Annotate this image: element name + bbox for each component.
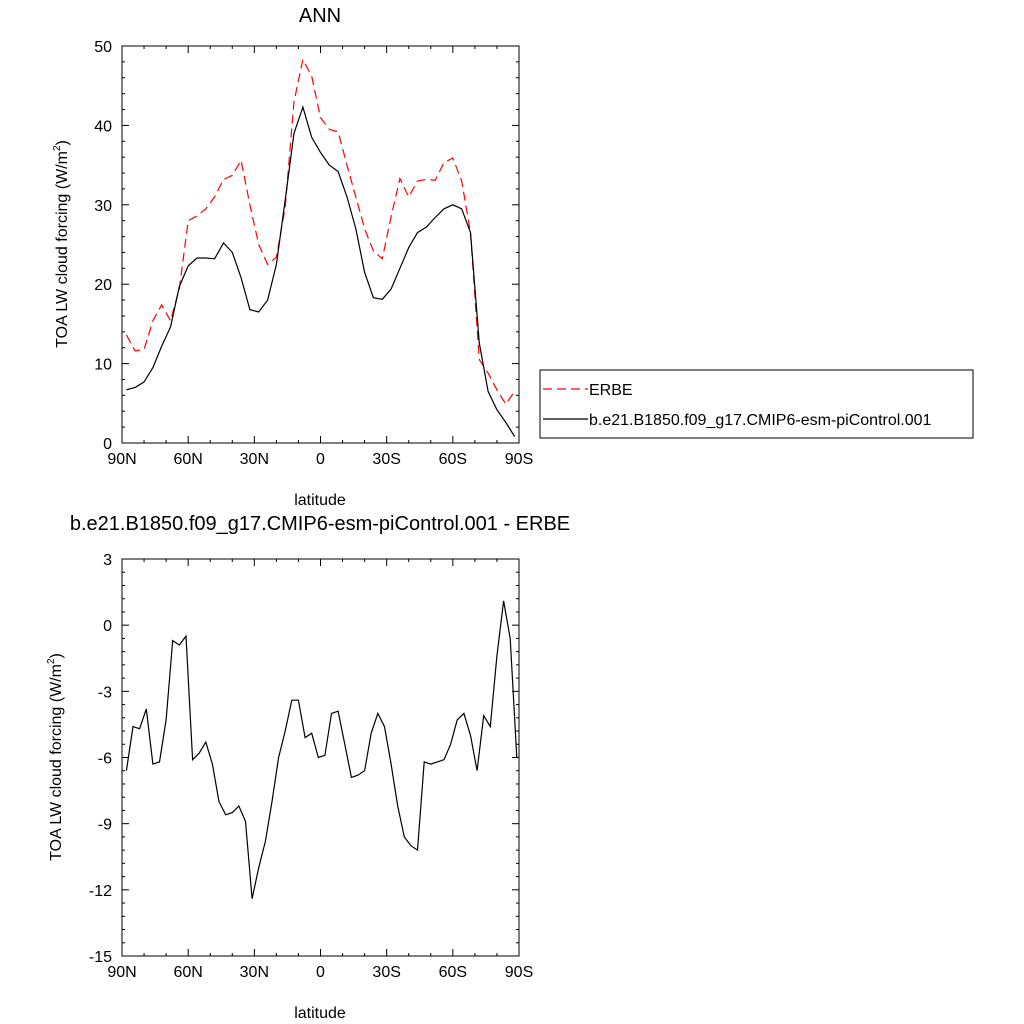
- top-y-tick-label: 10: [94, 357, 112, 374]
- legend-label-erbe: ERBE: [589, 382, 633, 399]
- top-y-axis-label: TOA LW cloud forcing (W/m2): [52, 140, 71, 348]
- bottom-y-tick-label: -15: [89, 949, 112, 966]
- bottom-series: [125, 600, 518, 899]
- top-x-tick-label: 60N: [173, 451, 202, 468]
- bottom-y-tick-label: 3: [103, 552, 112, 569]
- top-ticks: [121, 45, 520, 444]
- bottom-y-axis-label: TOA LW cloud forcing (W/m2): [46, 653, 65, 861]
- top-series-line-1: [126, 105, 516, 437]
- legend: ERBE b.e21.B1850.f09_g17.CMIP6-esm-piCon…: [539, 369, 974, 439]
- top-y-tick-label: 30: [94, 198, 112, 215]
- bottom-x-tick-label: 60S: [439, 964, 467, 981]
- bottom-y-tick-label: -9: [98, 817, 112, 834]
- bottom-x-tick-label: 90N: [107, 964, 136, 981]
- top-series: [125, 57, 516, 437]
- top-y-tick-label: 50: [94, 39, 112, 56]
- bottom-tick-labels: 90N 60N 30N 0 30S 60S 90S -15 -12 -9 -6 -3 0 3: [89, 552, 533, 981]
- top-x-tick-label: 90N: [107, 451, 136, 468]
- top-y-tick-label: 40: [94, 118, 112, 135]
- bottom-panel: b.e21.B1850.f09_g17.CMIP6-esm-piControl.…: [46, 513, 570, 1022]
- top-tick-labels: 90N 60N 30N 0 30S 60S 90S 0 10 20 30 40 50: [94, 39, 533, 468]
- bottom-x-tick-label: 90S: [505, 964, 533, 981]
- bottom-x-tick-label: 30N: [240, 964, 269, 981]
- top-x-tick-label: 30S: [372, 451, 400, 468]
- bottom-plot-frame: [121, 558, 520, 957]
- bottom-series-line-0: [125, 600, 518, 899]
- top-x-tick-label: 0: [316, 451, 325, 468]
- top-series-line-0: [125, 57, 516, 406]
- bottom-y-tick-label: 0: [103, 618, 112, 635]
- bottom-x-tick-label: 60N: [173, 964, 202, 981]
- legend-label-model: b.e21.B1850.f09_g17.CMIP6-esm-piControl.…: [589, 412, 932, 429]
- bottom-x-tick-label: 0: [316, 964, 325, 981]
- top-plot-frame: [121, 45, 520, 444]
- bottom-y-tick-label: -6: [98, 751, 112, 768]
- bottom-y-tick-label: -12: [89, 883, 112, 900]
- bottom-ticks: [121, 558, 520, 957]
- top-y-tick-label: 20: [94, 277, 112, 294]
- bottom-x-tick-label: 30S: [372, 964, 400, 981]
- top-chart-title: ANN: [299, 5, 341, 27]
- top-x-tick-label: 30N: [240, 451, 269, 468]
- bottom-x-axis-label: latitude: [294, 1005, 346, 1022]
- top-x-tick-label: 60S: [439, 451, 467, 468]
- top-x-axis-label: latitude: [294, 492, 346, 509]
- top-y-tick-label: 0: [103, 436, 112, 453]
- bottom-y-tick-label: -3: [98, 684, 112, 701]
- bottom-chart-title: b.e21.B1850.f09_g17.CMIP6-esm-piControl.…: [70, 513, 570, 535]
- legend-box: [539, 369, 974, 439]
- top-x-tick-label: 90S: [505, 451, 533, 468]
- top-panel: ANN 90N 60N 30N 0 30S 60S 90S 0 10 20 30 40 50 latit…: [52, 5, 974, 509]
